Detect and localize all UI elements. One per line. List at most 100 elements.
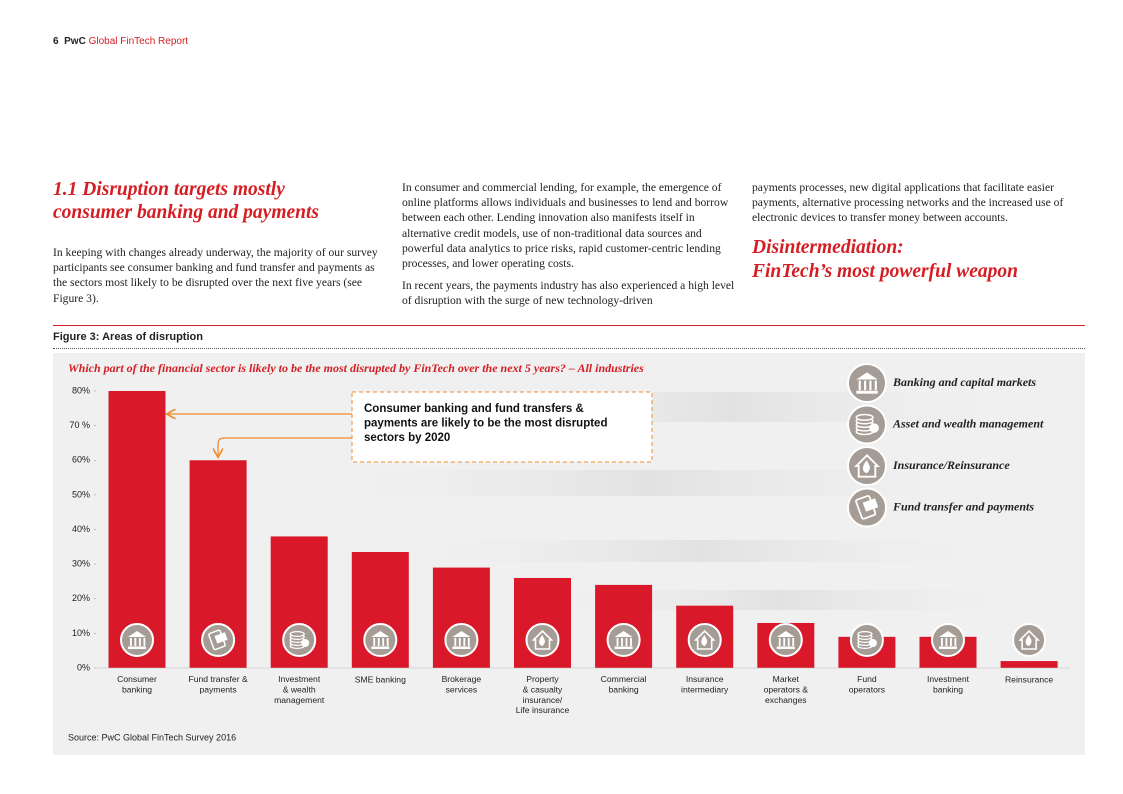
callout-arrow: [218, 437, 352, 456]
icon-glyph: [371, 646, 390, 649]
icon-glyph: [862, 460, 870, 474]
icon: [687, 623, 722, 657]
icon: [847, 446, 887, 486]
y-tick-label: 50%: [72, 489, 90, 499]
x-tick-label: Brokerage services: [442, 674, 482, 694]
icon: [201, 623, 236, 657]
icon-glyph: [783, 638, 786, 646]
icon-glyph: [377, 638, 380, 646]
icon-glyph: [467, 638, 470, 646]
icon: [768, 623, 803, 657]
icon-glyph: [458, 638, 461, 646]
icon-glyph: [862, 498, 879, 512]
icon-glyph: [289, 630, 305, 638]
icon-glyph: [139, 638, 141, 646]
icon-glyph: [616, 638, 619, 646]
icon-glyph: [621, 638, 623, 646]
icon-glyph: [855, 413, 874, 421]
icon-circle: [606, 623, 641, 657]
icon-glyph: [452, 646, 471, 649]
sub-heading: Disintermediation: FinTech’s most powerf…: [752, 237, 1018, 282]
y-tick-label: 30%: [72, 559, 90, 569]
dotted-rule: [53, 348, 1085, 349]
icon-glyph: [539, 635, 545, 646]
y-tick-label: 70 %: [69, 420, 90, 430]
icon: [1012, 623, 1047, 657]
rule: [53, 325, 1085, 326]
chart-title: Which part of the financial sector is li…: [68, 361, 644, 375]
page-header: 6 PwC Global FinTech Report: [53, 36, 188, 47]
icon-glyph: [939, 646, 957, 649]
icon: [120, 623, 154, 657]
icon-glyph: [864, 380, 867, 391]
brand: PwC: [64, 36, 86, 47]
icon-glyph: [371, 631, 390, 637]
icon-glyph: [868, 639, 877, 647]
bar: [108, 391, 166, 668]
icon-glyph: [134, 638, 137, 646]
x-tick-label: Investment banking: [927, 674, 970, 694]
icon: [849, 623, 884, 657]
icon-glyph: [373, 638, 376, 646]
icon-glyph: [382, 638, 385, 646]
icon: [847, 404, 887, 445]
x-tick-label: Market operators & exchanges: [764, 674, 809, 705]
icon-glyph: [614, 631, 633, 637]
icon-glyph: [130, 638, 132, 646]
y-tick-label: 40%: [72, 524, 90, 534]
icon: [282, 623, 317, 657]
icon-circle: [444, 623, 479, 657]
legend-label: Fund transfer and payments: [892, 499, 1034, 513]
icon-circle: [847, 363, 887, 403]
x-tick-label: Property & casualty insurance/Life insuran…: [516, 674, 570, 715]
decor-band: [380, 540, 1020, 562]
x-tick-label: Reinsurance: [1005, 674, 1053, 684]
icon-glyph: [214, 632, 228, 644]
icon-glyph: [939, 631, 957, 637]
x-tick-label: Commercial banking: [601, 674, 647, 694]
icon-glyph: [1018, 629, 1041, 650]
legend-label: Insurance/Reinsurance: [892, 458, 1010, 472]
icon-glyph: [869, 423, 879, 433]
icon: [444, 623, 479, 657]
y-tick-label: 60%: [72, 455, 90, 465]
paragraph: payments processes, new digital applicat…: [752, 181, 1064, 225]
x-tick-label: Consumer banking: [117, 674, 157, 694]
source: Source: PwC Global FinTech Survey 2016: [68, 732, 236, 742]
icon-glyph: [128, 646, 146, 649]
icon-glyph: [941, 638, 943, 646]
icon-circle: [120, 623, 154, 657]
icon-glyph: [869, 380, 872, 391]
icon-glyph: [950, 638, 952, 646]
paragraph: In recent years, the payments industry h…: [402, 279, 735, 308]
icon-glyph: [701, 635, 708, 646]
icon-glyph: [858, 380, 861, 391]
icon: [847, 487, 887, 528]
legend-label: Banking and capital markets: [892, 375, 1036, 389]
icon-glyph: [857, 630, 873, 638]
icon-circle: [931, 623, 965, 657]
icon: [363, 623, 398, 657]
y-tick-label: 10%: [72, 628, 90, 638]
icon-glyph: [386, 638, 389, 646]
icon-glyph: [945, 638, 948, 646]
icon-glyph: [143, 638, 146, 646]
x-tick-label: Fund transfer & payments: [188, 674, 247, 694]
section-heading: 1.1 Disruption targets mostly consumer b…: [53, 179, 320, 223]
icon-glyph: [693, 629, 716, 650]
icon: [847, 363, 887, 403]
icon-glyph: [792, 638, 795, 646]
paragraph: In keeping with changes already underway…: [53, 246, 378, 305]
y-tick-label: 0%: [77, 662, 90, 672]
icon-glyph: [874, 380, 877, 391]
icon-circle: [363, 623, 398, 657]
page-number: 6: [53, 36, 59, 47]
icon-glyph: [954, 638, 957, 646]
icon-glyph: [301, 639, 310, 647]
icon-glyph: [776, 631, 795, 637]
icon-glyph: [854, 453, 880, 478]
icon-glyph: [128, 631, 146, 637]
icon-glyph: [452, 631, 471, 637]
icon: [606, 623, 641, 657]
